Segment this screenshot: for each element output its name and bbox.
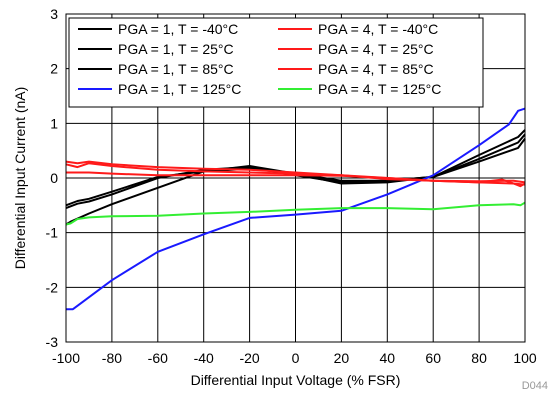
legend-label: PGA = 4, T = -40°C xyxy=(318,21,438,37)
legend-label: PGA = 1, T = 25°C xyxy=(118,41,234,57)
x-tick-label: 60 xyxy=(425,350,441,366)
x-tick-label: -60 xyxy=(148,350,168,366)
x-tick-label: 20 xyxy=(334,350,350,366)
x-tick-labels: -100 -80 -60 -40 -20 0 20 40 60 80 100 xyxy=(52,350,537,366)
series-line-7 xyxy=(66,171,526,188)
series-line-4 xyxy=(66,107,526,311)
x-tick-label: -80 xyxy=(102,350,122,366)
x-tick-label: 40 xyxy=(380,350,396,366)
series-line-3 xyxy=(65,129,526,226)
y-axis-title: Differential Input Current (nA) xyxy=(12,87,28,270)
legend-label: PGA = 4, T = 85°C xyxy=(318,61,434,77)
x-tick-label: -40 xyxy=(194,350,214,366)
x-tick-label: 100 xyxy=(513,350,537,366)
x-tick-label: -20 xyxy=(239,350,259,366)
x-tick-label: 80 xyxy=(471,350,487,366)
x-tick-label: -100 xyxy=(52,350,80,366)
series-line-8 xyxy=(65,201,526,226)
y-tick-label: -3 xyxy=(46,334,59,350)
plot-frame xyxy=(65,13,526,343)
figure-code: D044 xyxy=(522,380,548,392)
y-tick-label: 3 xyxy=(50,6,58,22)
y-tick-label: 2 xyxy=(50,61,58,77)
x-axis-title: Differential Input Voltage (% FSR) xyxy=(191,372,401,388)
y-tick-labels: -3 -2 -1 0 1 2 3 xyxy=(46,6,59,350)
y-tick-label: 1 xyxy=(50,115,58,131)
series-lines xyxy=(65,107,526,311)
y-tick-label: -2 xyxy=(46,279,59,295)
x-tick-label: 0 xyxy=(292,350,300,366)
legend-label: PGA = 4, T = 25°C xyxy=(318,41,434,57)
legend: PGA = 1, T = -40°C PGA = 1, T = 25°C PGA =… xyxy=(68,17,484,108)
legend-label: PGA = 1, T = 85°C xyxy=(118,61,234,77)
y-tick-label: 0 xyxy=(50,170,58,186)
legend-label: PGA = 1, T = 125°C xyxy=(118,81,241,97)
y-tick-label: -1 xyxy=(46,225,59,241)
legend-label: PGA = 4, T = 125°C xyxy=(318,81,441,97)
legend-box xyxy=(68,17,484,108)
legend-label: PGA = 1, T = -40°C xyxy=(118,21,238,37)
